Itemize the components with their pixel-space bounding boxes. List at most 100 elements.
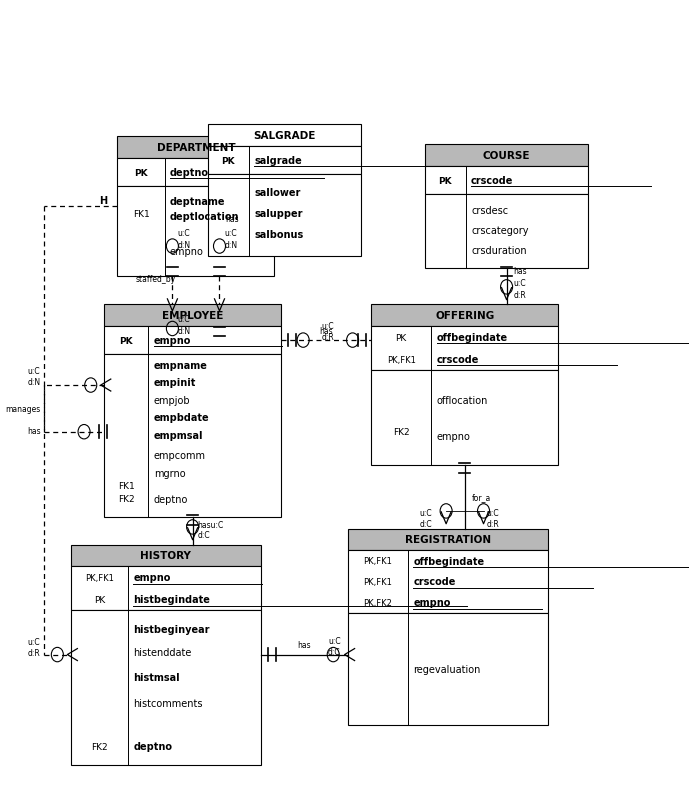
Text: empno: empno xyxy=(154,336,191,346)
Text: has: has xyxy=(27,427,41,435)
Bar xyxy=(117,137,275,159)
Text: PK,FK1: PK,FK1 xyxy=(387,355,415,364)
Text: PK: PK xyxy=(134,168,148,177)
Text: d:R: d:R xyxy=(487,520,500,529)
Text: staffed_by: staffed_by xyxy=(136,274,176,284)
Text: HISTORY: HISTORY xyxy=(141,551,191,561)
Text: H: H xyxy=(99,196,108,206)
Text: PK,FK1: PK,FK1 xyxy=(364,577,393,586)
Text: u:C: u:C xyxy=(513,278,526,288)
Text: histenddate: histenddate xyxy=(133,647,192,657)
Text: deptno: deptno xyxy=(170,168,209,178)
Text: PK,FK1: PK,FK1 xyxy=(85,573,114,582)
Text: d:R: d:R xyxy=(513,290,526,300)
Text: PK: PK xyxy=(94,595,105,604)
Text: FK2: FK2 xyxy=(393,427,410,436)
Bar xyxy=(70,566,261,610)
Text: sallower: sallower xyxy=(255,188,301,198)
Text: COURSE: COURSE xyxy=(483,151,531,161)
Text: salupper: salupper xyxy=(255,209,303,218)
Text: histbegindate: histbegindate xyxy=(133,594,210,605)
Text: u:C: u:C xyxy=(328,636,340,645)
Text: has: has xyxy=(319,326,333,335)
Text: FK1: FK1 xyxy=(118,481,135,491)
Text: crscode: crscode xyxy=(413,577,456,586)
Bar xyxy=(208,147,362,175)
Text: OFFERING: OFFERING xyxy=(435,311,495,321)
Text: u:C: u:C xyxy=(420,508,432,517)
Text: deptname: deptname xyxy=(170,197,226,207)
Text: has: has xyxy=(513,266,527,276)
Bar xyxy=(348,550,549,613)
Text: offlocation: offlocation xyxy=(437,396,488,406)
Text: PK,FK1: PK,FK1 xyxy=(364,557,393,565)
Text: manages: manages xyxy=(6,404,41,413)
Bar xyxy=(104,326,281,354)
Text: PK,FK2: PK,FK2 xyxy=(364,598,393,607)
Text: for_a: for_a xyxy=(471,492,491,501)
Text: d:N: d:N xyxy=(225,241,238,249)
Text: crscategory: crscategory xyxy=(471,225,529,236)
Bar xyxy=(208,125,362,147)
Bar xyxy=(425,145,589,167)
Text: crsduration: crsduration xyxy=(471,245,526,256)
Text: empno: empno xyxy=(437,431,471,442)
Text: PK: PK xyxy=(395,333,407,342)
Text: d:R: d:R xyxy=(322,333,334,342)
Text: u:C: u:C xyxy=(487,508,500,517)
Bar xyxy=(371,371,558,465)
Text: empno: empno xyxy=(170,247,204,257)
Text: salgrade: salgrade xyxy=(255,156,302,166)
Text: d:R: d:R xyxy=(28,648,40,657)
Bar xyxy=(425,195,589,269)
Text: empno: empno xyxy=(413,597,451,607)
Text: u:C: u:C xyxy=(28,367,40,375)
Text: u:C: u:C xyxy=(178,315,190,324)
Text: empname: empname xyxy=(154,361,208,371)
Bar xyxy=(371,326,558,371)
Text: u:C: u:C xyxy=(178,229,190,237)
Text: deptno: deptno xyxy=(133,741,172,751)
Bar xyxy=(117,159,275,187)
Text: PK: PK xyxy=(221,156,235,165)
Text: deptno: deptno xyxy=(154,494,188,504)
Text: d:C: d:C xyxy=(420,520,432,529)
Text: d:N: d:N xyxy=(178,326,191,335)
Text: hasu:C: hasu:C xyxy=(197,520,224,529)
Text: empmsal: empmsal xyxy=(154,431,203,441)
Bar xyxy=(104,305,281,326)
Bar xyxy=(104,354,281,516)
Text: DEPARTMENT: DEPARTMENT xyxy=(157,143,235,153)
Text: empcomm: empcomm xyxy=(154,450,206,460)
Text: regevaluation: regevaluation xyxy=(413,664,481,674)
Text: crscode: crscode xyxy=(437,354,479,365)
Text: FK2: FK2 xyxy=(91,742,108,751)
Text: offbegindate: offbegindate xyxy=(437,333,508,342)
Text: FK2: FK2 xyxy=(118,495,135,504)
Text: u:C: u:C xyxy=(322,322,334,330)
Bar xyxy=(425,167,589,195)
Bar xyxy=(348,529,549,550)
Text: u:C: u:C xyxy=(28,638,40,646)
Text: d:C: d:C xyxy=(328,647,340,656)
Text: mgrno: mgrno xyxy=(154,468,186,478)
Text: PK: PK xyxy=(438,176,452,185)
Text: u:C: u:C xyxy=(225,229,237,237)
Text: histbeginyear: histbeginyear xyxy=(133,624,210,634)
Bar xyxy=(348,613,549,725)
Bar xyxy=(117,187,275,277)
Text: empinit: empinit xyxy=(154,377,196,387)
Text: has: has xyxy=(225,215,239,224)
Text: histmsal: histmsal xyxy=(133,672,180,682)
Bar xyxy=(70,610,261,764)
Text: d:N: d:N xyxy=(178,241,191,249)
Bar xyxy=(208,175,362,257)
Text: crscode: crscode xyxy=(471,176,513,186)
Text: offbegindate: offbegindate xyxy=(413,556,484,566)
Text: empbdate: empbdate xyxy=(154,413,209,423)
Text: d:N: d:N xyxy=(28,377,41,386)
Text: histcomments: histcomments xyxy=(133,698,203,708)
Text: REGISTRATION: REGISTRATION xyxy=(405,535,491,545)
Text: PK: PK xyxy=(119,336,133,345)
Text: deptlocation: deptlocation xyxy=(170,212,239,221)
